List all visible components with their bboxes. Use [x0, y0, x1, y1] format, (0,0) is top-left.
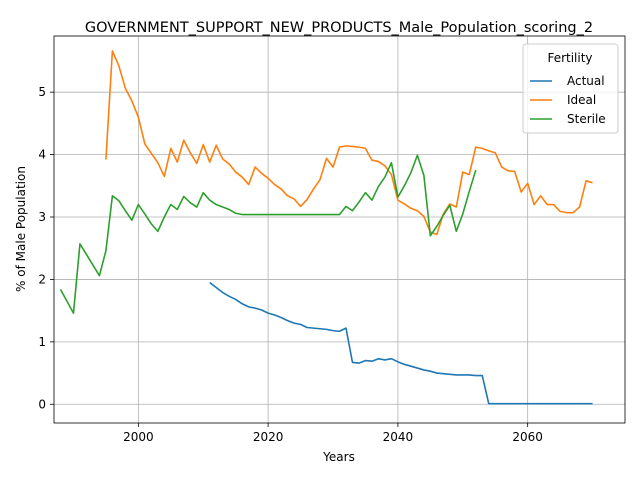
y-tick-label: 2 — [38, 272, 46, 286]
series-line-sterile — [59, 154, 477, 314]
legend-label-ideal: Ideal — [567, 93, 596, 107]
legend-box — [522, 43, 619, 134]
legend: Fertility Actual Ideal Sterile — [522, 43, 619, 134]
x-tick-label: 2020 — [253, 430, 284, 444]
y-tick-label: 1 — [38, 335, 46, 349]
legend-label-actual: Actual — [567, 74, 605, 88]
series-line-ideal — [105, 50, 593, 236]
plot-frame — [53, 35, 626, 424]
y-tick-label: 4 — [38, 148, 46, 162]
x-axis-label: Years — [322, 450, 355, 464]
grid-lines — [54, 36, 625, 423]
chart-title: GOVERNMENT_SUPPORT_NEW_PRODUCTS_Male_Pop… — [85, 20, 593, 36]
legend-label-sterile: Sterile — [567, 112, 606, 126]
x-axis: 2000 2020 2040 2060 — [123, 423, 543, 444]
x-tick-label: 2040 — [383, 430, 414, 444]
y-axis-label: % of Male Population — [14, 166, 28, 292]
series-line-actual — [209, 281, 593, 405]
y-tick-label: 0 — [38, 397, 46, 411]
y-tick-label: 3 — [38, 210, 46, 224]
x-tick-label: 2000 — [123, 430, 154, 444]
legend-title: Fertility — [547, 51, 592, 65]
y-tick-label: 5 — [38, 85, 46, 99]
y-axis: 0 1 2 3 4 5 — [38, 85, 54, 411]
x-tick-label: 2060 — [512, 430, 543, 444]
series-layer — [59, 50, 593, 405]
